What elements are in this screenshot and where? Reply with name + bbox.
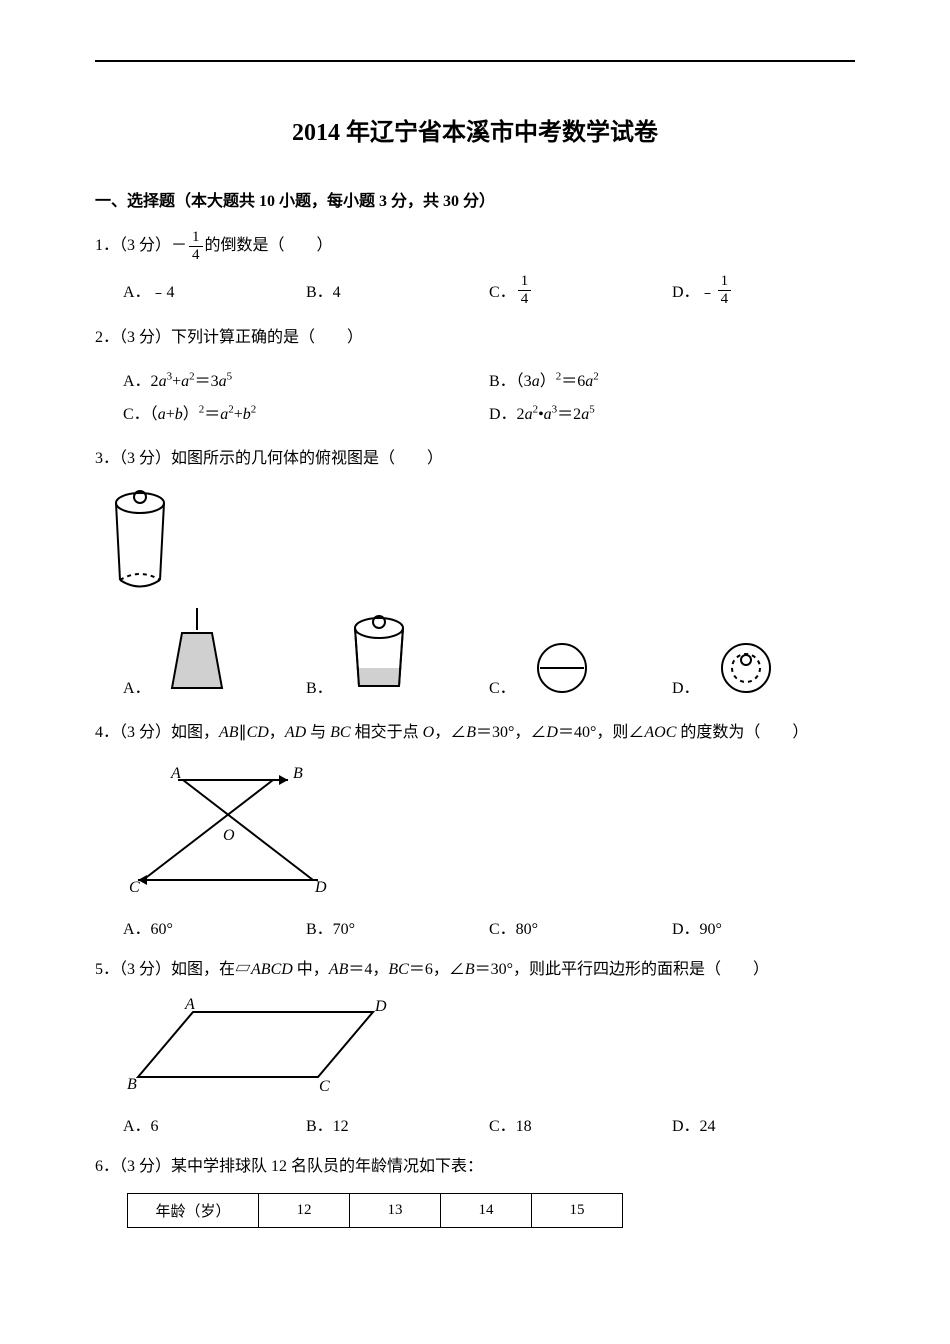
svg-text:C: C: [319, 1078, 330, 1095]
q6-table: 年龄（岁） 12 13 14 15: [127, 1193, 623, 1228]
q4-opt-c: C．80°: [489, 915, 672, 939]
q1-options: A．﹣4 B．4 C． 1 4 D．﹣ 1 4: [95, 273, 855, 307]
exam-title: 2014 年辽宁省本溪市中考数学试卷: [95, 112, 855, 147]
q1-number: 1．（3 分）: [95, 229, 171, 263]
question-1: 1．（3 分） － 1 4 的倒数是（ ）: [95, 229, 855, 263]
question-6: 6．（3 分）某中学排球队 12 名队员的年龄情况如下表：: [95, 1150, 855, 1184]
q5-opt-d: D．24: [672, 1112, 855, 1136]
svg-text:D: D: [374, 998, 387, 1015]
q3-opt-c: C．: [489, 638, 672, 698]
q4-options: A．60° B．70° C．80° D．90°: [95, 915, 855, 939]
svg-text:O: O: [223, 827, 235, 844]
svg-text:D: D: [314, 879, 327, 896]
q2-opt-a: A．2a3+a2＝3a5: [123, 365, 489, 399]
question-4: 4．（3 分）如图，AB∥CD，AD 与 BC 相交于点 O，∠B＝30°，∠D…: [95, 716, 855, 750]
q5-options: A．6 B．12 C．18 D．24: [95, 1112, 855, 1136]
q1-opt-c: C． 1 4: [489, 273, 672, 307]
q3-solid-figure: [105, 485, 855, 600]
q1-opt-a: A．﹣4: [123, 273, 306, 307]
q1-opt-b: B．4: [306, 273, 489, 307]
trapezoid-icon: [157, 608, 237, 698]
circle-line-icon: [522, 638, 602, 698]
svg-text:B: B: [127, 1076, 137, 1093]
q1-neg: －: [171, 229, 187, 263]
svg-text:A: A: [170, 765, 181, 782]
fraction-icon: 1 4: [189, 229, 203, 263]
q5-opt-b: B．12: [306, 1112, 489, 1136]
q3-options: A． B． C． D．: [95, 608, 855, 698]
q3-opt-d: D．: [672, 638, 855, 698]
q2-opt-b: B．（3a）2＝6a2: [489, 365, 855, 399]
table-cell: 年龄（岁）: [128, 1194, 259, 1228]
fraction-icon: 1 4: [518, 273, 532, 307]
q1-opt-d: D．﹣ 1 4: [672, 273, 855, 307]
q3-opt-a: A．: [123, 608, 306, 698]
q5-figure: A D B C: [123, 997, 855, 1102]
section-1-heading: 一、选择题（本大题共 10 小题，每小题 3 分，共 30 分）: [95, 187, 855, 211]
q4-opt-b: B．70°: [306, 915, 489, 939]
cup-side-icon: [339, 608, 419, 698]
table-cell: 13: [350, 1194, 441, 1228]
q3-opt-b: B．: [306, 608, 489, 698]
svg-text:C: C: [129, 879, 140, 896]
q2-opt-d: D．2a2•a3＝2a5: [489, 398, 855, 432]
q4-figure: A B C D O: [123, 760, 855, 905]
q4-opt-a: A．60°: [123, 915, 306, 939]
question-3: 3．（3 分）如图所示的几何体的俯视图是（ ）: [95, 442, 855, 476]
q5-opt-a: A．6: [123, 1112, 306, 1136]
table-cell: 12: [259, 1194, 350, 1228]
ring-dash-icon: [706, 638, 786, 698]
q5-opt-c: C．18: [489, 1112, 672, 1136]
q2-opt-c: C．（a+b）2＝a2+b2: [123, 398, 489, 432]
question-5: 5．（3 分）如图，在▱ABCD 中，AB＝4，BC＝6，∠B＝30°，则此平行…: [95, 953, 855, 987]
svg-text:A: A: [184, 997, 195, 1013]
q2-options: A．2a3+a2＝3a5 B．（3a）2＝6a2 C．（a+b）2＝a2+b2 …: [95, 365, 855, 432]
table-cell: 15: [532, 1194, 623, 1228]
table-cell: 14: [441, 1194, 532, 1228]
q1-tail: 的倒数是（ ）: [205, 229, 333, 263]
table-row: 年龄（岁） 12 13 14 15: [128, 1194, 623, 1228]
svg-text:B: B: [293, 765, 303, 782]
q4-opt-d: D．90°: [672, 915, 855, 939]
top-rule: [95, 60, 855, 62]
fraction-icon: 1 4: [718, 273, 732, 307]
question-2: 2．（3 分）下列计算正确的是（ ）: [95, 321, 855, 355]
